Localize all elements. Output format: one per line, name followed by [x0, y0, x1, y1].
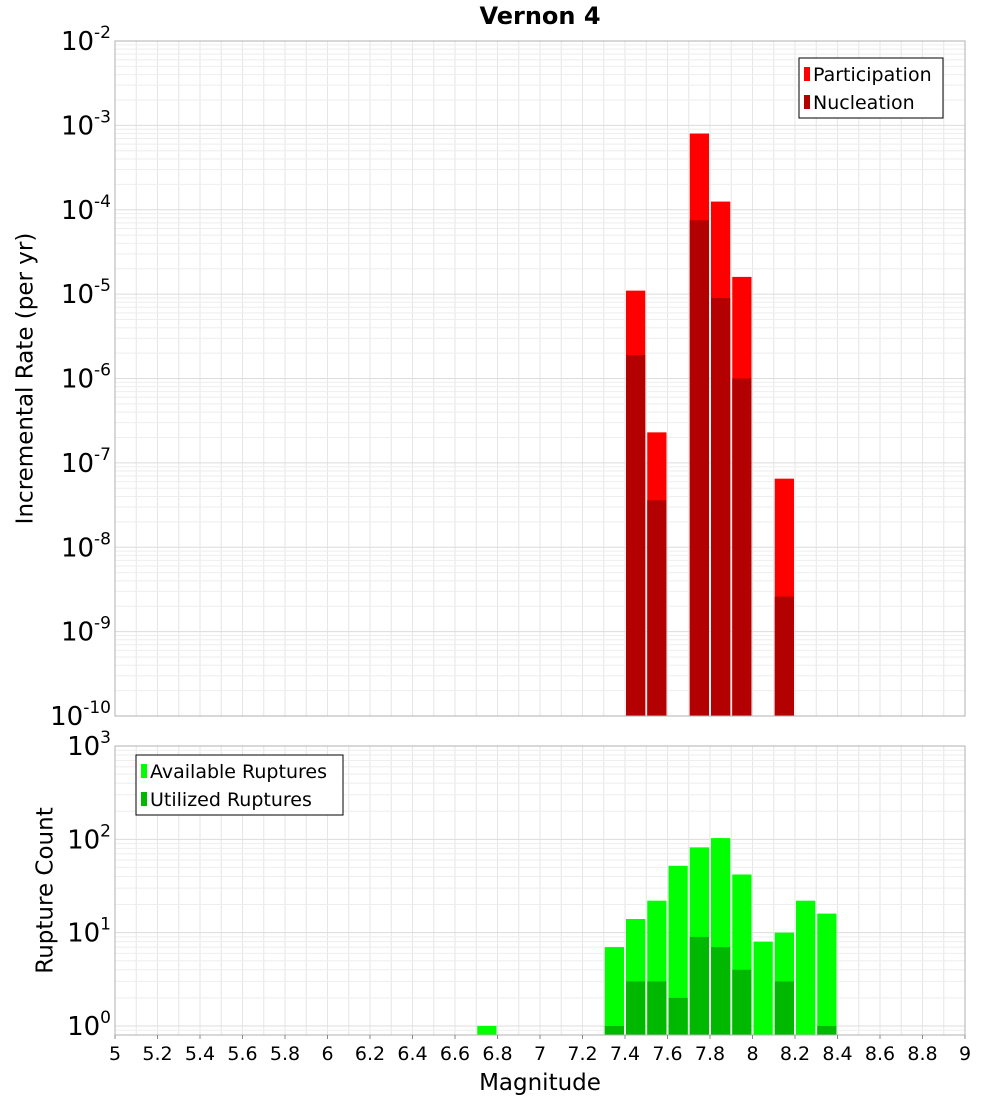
y-tick-label: 10-10 [50, 698, 111, 732]
legend: Available Ruptures Utilized Ruptures [135, 754, 344, 816]
bar [647, 500, 667, 716]
y-tick-label: 10-9 [61, 614, 111, 648]
bar [626, 981, 646, 1035]
x-tick-label: 6.8 [482, 1043, 512, 1065]
bar [796, 900, 816, 1035]
x-tick-label: 6 [321, 1043, 333, 1065]
bar [732, 969, 752, 1035]
bar [774, 596, 794, 716]
x-tick-label: 8 [746, 1043, 758, 1065]
legend-swatch [804, 95, 810, 109]
x-tick-label: 6.2 [355, 1043, 385, 1065]
bar [647, 981, 667, 1035]
x-tick-label: 6.6 [440, 1043, 470, 1065]
bar [753, 941, 773, 1035]
y-tick-label: 10-6 [61, 361, 111, 395]
x-tick-label: 7.8 [695, 1043, 725, 1065]
legend: Participation Nucleation [798, 57, 944, 119]
bar [477, 1025, 497, 1035]
bar [668, 865, 688, 1035]
x-tick-label: 6.4 [397, 1043, 427, 1065]
legend-box [135, 754, 344, 816]
legend-label: Nucleation [813, 92, 915, 114]
legend-swatch [141, 792, 147, 806]
x-tick-label: 9 [959, 1043, 971, 1065]
y-tick-label: 10-7 [61, 445, 111, 479]
y-tick-label: 100 [67, 1008, 111, 1042]
x-tick-label: 8.8 [907, 1043, 937, 1065]
chart-title: Vernon 4 [479, 2, 600, 30]
bar [711, 297, 731, 716]
y-tick-label: 10-4 [61, 192, 111, 226]
x-tick-label: 8.2 [780, 1043, 810, 1065]
y-tick-label: 102 [67, 821, 111, 855]
y-tick-label: 10-3 [61, 107, 111, 141]
x-tick-label: 7.2 [567, 1043, 597, 1065]
x-axis-label: Magnitude [479, 1070, 601, 1096]
y-tick-label: 103 [67, 728, 111, 762]
x-tick-label: 8.6 [865, 1043, 895, 1065]
bar [604, 1025, 624, 1035]
legend-label: Available Ruptures [150, 761, 327, 783]
legend-label: Utilized Ruptures [150, 789, 312, 811]
bar [689, 220, 709, 717]
legend-swatch [804, 67, 810, 81]
bar [774, 981, 794, 1035]
bar [668, 997, 688, 1035]
y-tick-label: 10-2 [61, 23, 111, 57]
bar [689, 936, 709, 1035]
bar [817, 1025, 837, 1035]
bar [817, 913, 837, 1035]
x-tick-label: 8.4 [822, 1043, 852, 1065]
x-tick-label: 7.4 [610, 1043, 640, 1065]
x-tick-label: 5.4 [185, 1043, 215, 1065]
bar [732, 378, 752, 716]
grid [114, 41, 966, 717]
plot-border [114, 40, 966, 717]
y-axis-label: Rupture Count [33, 807, 59, 973]
x-tick-label: 7 [534, 1043, 546, 1065]
x-tick-label: 5.8 [270, 1043, 300, 1065]
series-utilized-ruptures [604, 936, 837, 1035]
y-axis-label: Incremental Rate (per yr) [13, 233, 39, 525]
legend-label: Participation [813, 64, 932, 86]
legend-box [798, 57, 944, 119]
x-tick-label: 7.6 [652, 1043, 682, 1065]
bar [626, 354, 646, 716]
x-tick-label: 5.2 [142, 1043, 172, 1065]
bar [604, 947, 624, 1035]
chart-panel-1: 10-10 10-9 10-8 10-7 10-6 10-5 10-4 10-3 10-2 Inc… [13, 23, 966, 732]
y-tick-label: 10-8 [61, 529, 111, 563]
series-nucleation [626, 220, 794, 717]
bar [711, 947, 731, 1035]
legend-swatch [141, 764, 147, 778]
x-tick-label: 5.6 [227, 1043, 257, 1065]
x-tick-label: 5 [109, 1043, 121, 1065]
y-tick-label: 10-5 [61, 276, 111, 310]
y-tick-label: 101 [67, 915, 111, 949]
